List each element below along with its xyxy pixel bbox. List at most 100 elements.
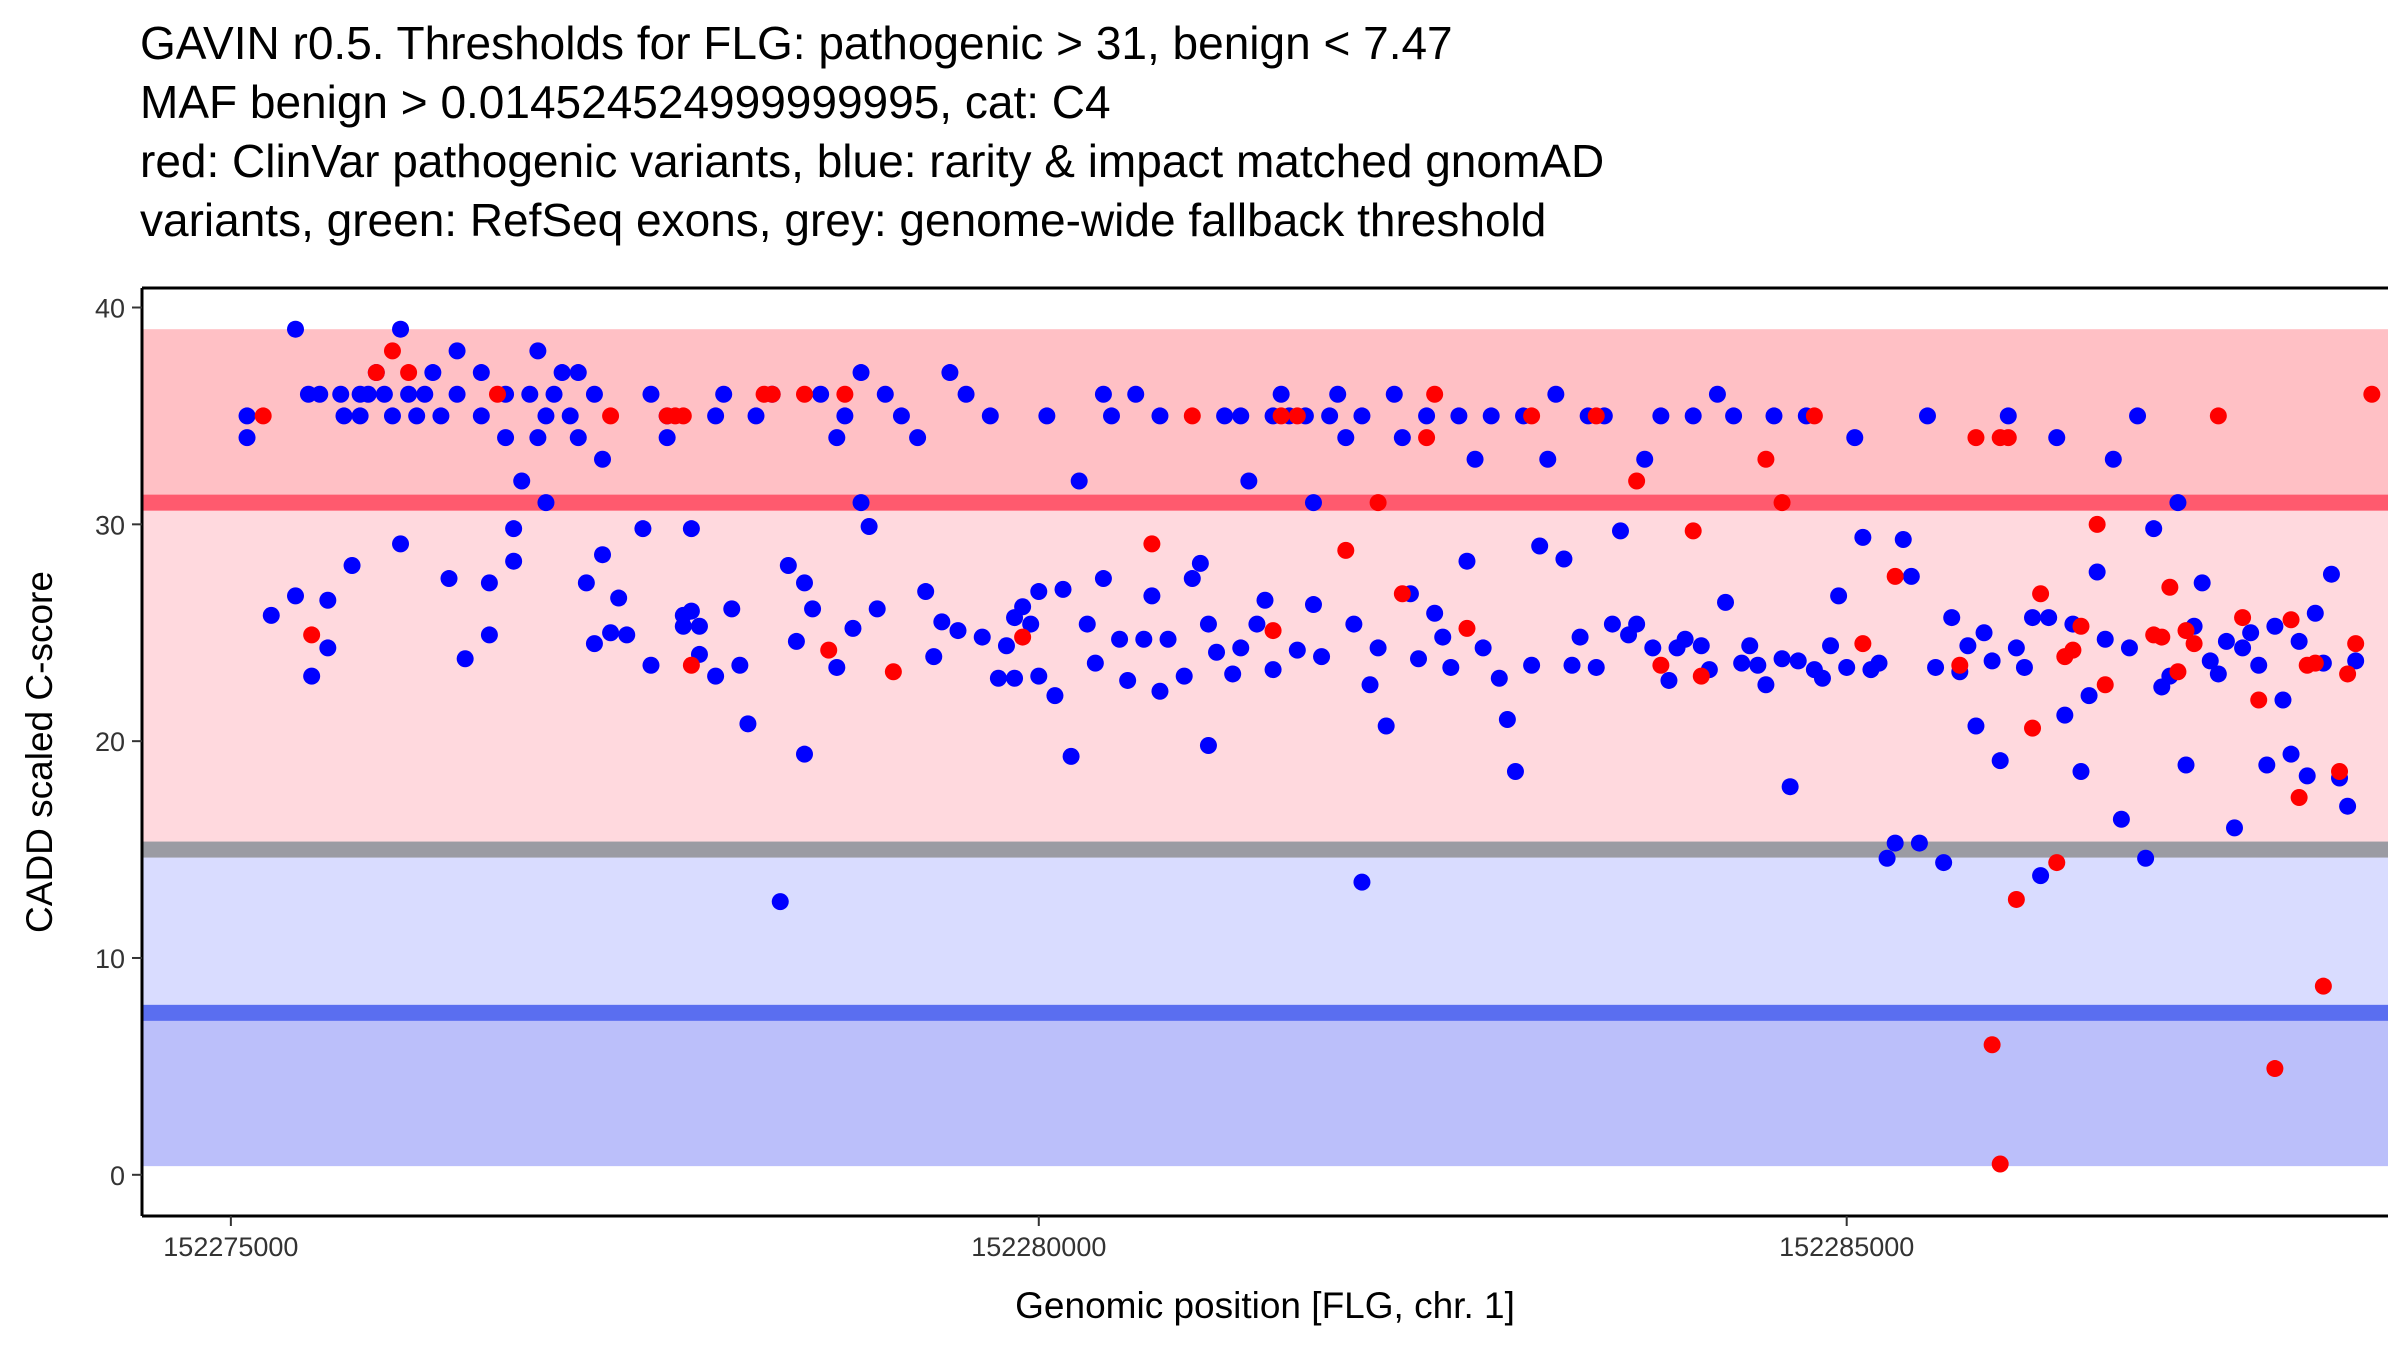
gnomad-variant-point [1474, 639, 1492, 657]
gnomad-variant-point [238, 407, 256, 425]
gnomad-variant-point [1927, 658, 1945, 676]
gnomad-variant-point [1539, 450, 1557, 468]
gnomad-variant-point [989, 669, 1007, 687]
clinvar-variant-point [1523, 407, 1541, 425]
gnomad-variant-point [1555, 550, 1573, 568]
gnomad-variant-point [1967, 717, 1985, 735]
clinvar-variant-point [674, 407, 692, 425]
gnomad-variant-point [448, 342, 466, 360]
gnomad-variant-point [1991, 752, 2009, 770]
y-tick-label: 30 [95, 510, 125, 540]
gnomad-variant-point [553, 364, 571, 382]
gnomad-variant-point [577, 574, 595, 592]
gnomad-variant-point [537, 407, 555, 425]
gnomad-variant-point [392, 320, 410, 338]
gnomad-variant-point [2298, 767, 2316, 785]
gnomad-variant-point [1773, 650, 1791, 668]
gnomad-variant-point [917, 583, 935, 601]
gnomad-variant-point [707, 407, 725, 425]
gnomad-variant-point [682, 602, 700, 620]
gnomad-variant-point [771, 893, 789, 911]
gnomad-variant-point [2072, 763, 2090, 781]
gnomad-variant-point [925, 648, 943, 666]
gnomad-variant-point [2080, 687, 2098, 705]
x-tick-label: 152275000 [163, 1232, 298, 1262]
clinvar-variant-point [1983, 1036, 2001, 1054]
pathogenic-threshold-line [142, 494, 2388, 511]
gnomad-variant-point [2339, 797, 2357, 815]
gnomad-variant-point [2209, 665, 2227, 683]
gnomad-variant-point [2322, 565, 2340, 583]
gnomad-variant-point [1442, 658, 1460, 676]
clinvar-variant-point [2250, 691, 2268, 709]
clinvar-variant-point [254, 407, 272, 425]
gnomad-variant-point [1830, 587, 1848, 605]
gnomad-variant-point [1506, 763, 1524, 781]
gnomad-variant-point [2306, 604, 2324, 622]
title-line-1: GAVIN r0.5. Thresholds for FLG: pathogen… [140, 17, 1453, 69]
axes: 152275000 152280000 152285000 0 10 20 30 40 [95, 286, 2388, 1262]
title-line-4: variants, green: RefSeq exons, grey: gen… [140, 194, 1547, 246]
clinvar-variant-point [2161, 578, 2179, 596]
gnomad-variant-point [569, 364, 587, 382]
gnomad-variant-point [1054, 580, 1072, 598]
gnomad-variant-point [335, 407, 353, 425]
gnomad-variant-point [2234, 639, 2252, 657]
fallback-threshold-line [142, 841, 2388, 858]
gnomad-variant-point [332, 385, 350, 403]
gnomad-variant-point [1611, 522, 1629, 540]
gnomad-variant-point [303, 667, 321, 685]
gnomad-variant-point [1232, 407, 1250, 425]
clinvar-variant-point [1143, 535, 1161, 553]
gnomad-variant-point [238, 429, 256, 447]
gnomad-variant-point [2120, 639, 2138, 657]
gnomad-variant-point [1708, 385, 1726, 403]
clinvar-variant-point [2024, 719, 2042, 737]
gnomad-variant-point [408, 407, 426, 425]
gnomad-variant-point [1175, 667, 1193, 685]
clinvar-variant-point [2048, 854, 2066, 872]
gnomad-variant-point [1490, 669, 1508, 687]
gnomad-variant-point [1418, 407, 1436, 425]
gnomad-variant-point [440, 570, 458, 588]
gnomad-variant-point [1078, 615, 1096, 633]
gnomad-variant-point [1345, 615, 1363, 633]
gnomad-variant-point [610, 589, 628, 607]
data-points [238, 320, 2381, 1173]
clinvar-variant-point [2363, 385, 2381, 403]
clinvar-variant-point [1426, 385, 1444, 403]
gnomad-variant-point [1135, 630, 1153, 648]
benign-range-band [142, 1012, 2388, 1167]
gnomad-variant-point [1684, 407, 1702, 425]
benign-threshold-line [142, 1004, 2388, 1021]
gnomad-variant-point [1086, 654, 1104, 672]
clinvar-variant-point [367, 364, 385, 382]
gnomad-variant-point [2193, 574, 2211, 592]
gnomad-variant-point [1111, 630, 1129, 648]
gnomad-variant-point [997, 637, 1015, 655]
gnomad-variant-point [1102, 407, 1120, 425]
gnomad-variant-point [351, 407, 369, 425]
gnomad-variant-point [319, 639, 337, 657]
clinvar-variant-point [1418, 429, 1436, 447]
gnomad-variant-point [852, 494, 870, 512]
gnomad-variant-point [2032, 867, 2050, 885]
gnomad-variant-point [287, 587, 305, 605]
gnomad-variant-point [1628, 615, 1646, 633]
gnomad-variant-point [472, 407, 490, 425]
gnomad-variant-point [1458, 552, 1476, 570]
gnomad-variant-point [529, 342, 547, 360]
gnomad-variant-point [892, 407, 910, 425]
gnomad-variant-point [1070, 472, 1088, 490]
gnomad-variant-point [795, 745, 813, 763]
gnomad-variant-point [456, 650, 474, 668]
clinvar-variant-point [1337, 541, 1355, 559]
clinvar-variant-point [836, 385, 854, 403]
y-axis-title: CADD scaled C-score [19, 571, 60, 933]
gnomad-variant-point [933, 613, 951, 631]
x-tick-label: 152285000 [1779, 1232, 1914, 1262]
gnomad-variant-point [804, 600, 822, 618]
clinvar-variant-point [602, 407, 620, 425]
gnomad-variant-point [642, 656, 660, 674]
